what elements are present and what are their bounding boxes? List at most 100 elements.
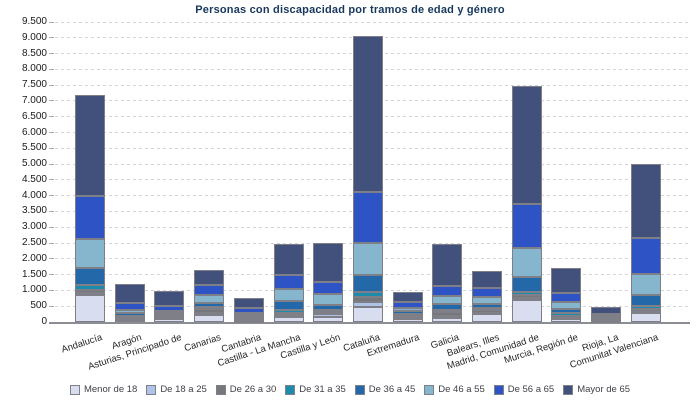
bar-segment[interactable]	[392, 302, 423, 308]
bar-segment[interactable]	[352, 301, 383, 307]
bar-segment[interactable]	[194, 303, 225, 308]
bar-segment[interactable]	[511, 248, 542, 277]
bar-segment[interactable]	[75, 284, 105, 290]
bar-segment[interactable]	[154, 291, 185, 306]
bar-segment[interactable]	[352, 296, 383, 302]
bar-segment[interactable]	[114, 320, 145, 323]
bar-segment[interactable]	[472, 296, 502, 305]
bar-segment[interactable]	[233, 315, 264, 318]
bar-segment[interactable]	[313, 305, 344, 310]
bar-segment[interactable]	[352, 291, 383, 297]
bar-segment[interactable]	[432, 316, 463, 318]
bar-segment[interactable]	[114, 309, 145, 314]
bar-segment[interactable]	[273, 244, 304, 275]
bar-segment[interactable]	[75, 94, 105, 196]
bar-segment[interactable]	[273, 274, 304, 289]
bar-segment[interactable]	[551, 293, 582, 303]
bar-segment[interactable]	[432, 286, 463, 297]
bar-segment[interactable]	[630, 294, 661, 306]
bar-segment[interactable]	[392, 315, 423, 318]
bar-segment[interactable]	[511, 86, 542, 205]
bar-segment[interactable]	[392, 317, 423, 320]
legend-item[interactable]: De 18 a 25	[146, 384, 207, 395]
bar-segment[interactable]	[551, 267, 582, 294]
bar-segment[interactable]	[194, 285, 225, 295]
bar-segment[interactable]	[392, 292, 423, 303]
bar-segment[interactable]	[472, 304, 502, 309]
bar-segment[interactable]	[313, 281, 344, 295]
bar-segment[interactable]	[630, 308, 661, 311]
bar-segment[interactable]	[511, 204, 542, 249]
legend-item[interactable]: De 56 a 65	[493, 384, 554, 395]
bar-segment[interactable]	[352, 274, 383, 292]
bar-segment[interactable]	[313, 314, 344, 317]
legend-item[interactable]: De 26 a 30	[215, 384, 276, 395]
bar-segment[interactable]	[630, 310, 661, 314]
bar-segment[interactable]	[273, 312, 304, 315]
bar-segment[interactable]	[432, 309, 463, 313]
bar-segment[interactable]	[392, 307, 423, 312]
bar-segment[interactable]	[551, 317, 582, 320]
bar-segment[interactable]	[313, 316, 344, 322]
bar-segment[interactable]	[114, 302, 145, 310]
bar-segment[interactable]	[194, 270, 225, 286]
bar-segment[interactable]	[273, 314, 304, 318]
bar-segment[interactable]	[511, 295, 542, 299]
bar-segment[interactable]	[630, 313, 661, 322]
legend-item[interactable]: De 36 a 45	[354, 384, 415, 395]
bar-segment[interactable]	[551, 315, 582, 318]
bar-segment[interactable]	[114, 316, 145, 319]
bar-segment[interactable]	[273, 301, 304, 311]
bar-segment[interactable]	[313, 309, 344, 313]
legend-item[interactable]: De 46 a 55	[424, 384, 485, 395]
bar-segment[interactable]	[75, 195, 105, 239]
legend-item[interactable]: Mayor de 65	[563, 384, 630, 395]
bar-segment[interactable]	[313, 294, 344, 306]
bar-segment[interactable]	[352, 243, 383, 275]
bar-segment[interactable]	[313, 312, 344, 315]
bar-segment[interactable]	[352, 191, 383, 244]
bar-segment[interactable]	[630, 164, 661, 239]
bar-segment[interactable]	[392, 318, 423, 322]
bar-segment[interactable]	[392, 313, 423, 316]
bar-segment[interactable]	[630, 238, 661, 275]
legend-item[interactable]: De 31 a 35	[285, 384, 346, 395]
bar-segment[interactable]	[114, 313, 145, 317]
bar-segment[interactable]	[75, 295, 105, 322]
bar-segment[interactable]	[630, 305, 661, 309]
bar-segment[interactable]	[75, 292, 105, 296]
bar-segment[interactable]	[432, 296, 463, 305]
bar-segment[interactable]	[233, 313, 264, 316]
bar-segment[interactable]	[551, 313, 582, 316]
bar-segment[interactable]	[352, 36, 383, 192]
bar-segment[interactable]	[273, 317, 304, 322]
bar-segment[interactable]	[591, 313, 622, 316]
bar-segment[interactable]	[75, 238, 105, 269]
bar-segment[interactable]	[233, 298, 264, 308]
bar-segment[interactable]	[472, 271, 502, 289]
bar-segment[interactable]	[194, 309, 225, 314]
bar-segment[interactable]	[432, 312, 463, 316]
bar-segment[interactable]	[551, 302, 582, 310]
bar-segment[interactable]	[591, 316, 622, 318]
bar-segment[interactable]	[154, 315, 185, 318]
bar-segment[interactable]	[154, 319, 185, 322]
bar-segment[interactable]	[75, 268, 105, 285]
bar-segment[interactable]	[472, 288, 502, 297]
bar-segment[interactable]	[114, 284, 145, 303]
bar-segment[interactable]	[273, 310, 304, 313]
bar-segment[interactable]	[233, 316, 264, 319]
bar-segment[interactable]	[472, 314, 502, 322]
bar-segment[interactable]	[511, 299, 542, 322]
bar-segment[interactable]	[551, 309, 582, 314]
bar-segment[interactable]	[194, 313, 225, 316]
bar-segment[interactable]	[273, 288, 304, 302]
bar-segment[interactable]	[511, 276, 542, 293]
legend-item[interactable]: Menor de 18	[69, 384, 137, 395]
bar-segment[interactable]	[591, 306, 622, 314]
bar-segment[interactable]	[194, 307, 225, 310]
bar-segment[interactable]	[472, 308, 502, 311]
bar-segment[interactable]	[511, 298, 542, 301]
bar-segment[interactable]	[352, 306, 383, 322]
bar-segment[interactable]	[472, 312, 502, 315]
